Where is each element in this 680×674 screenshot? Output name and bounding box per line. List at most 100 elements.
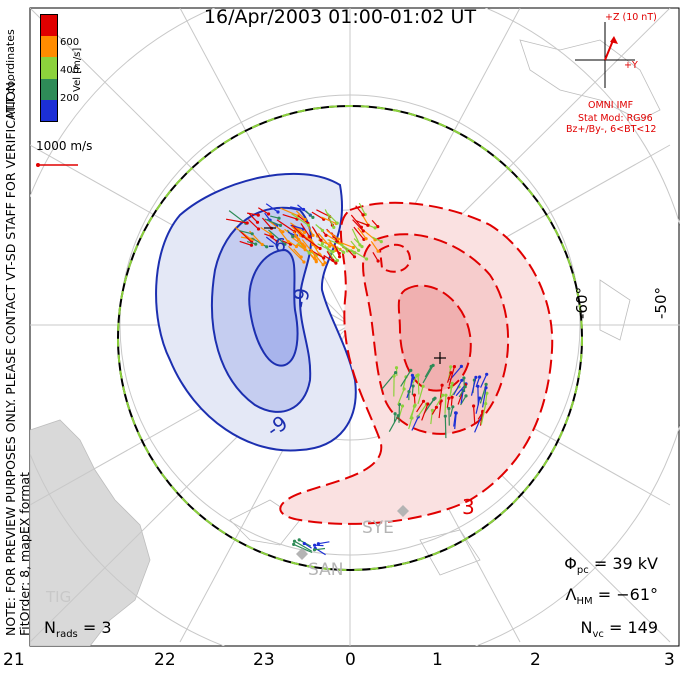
vector-line [334,245,344,253]
vector-line [238,230,253,243]
vector-line [228,210,247,224]
vector-line [323,254,337,264]
vector-line [398,405,404,417]
vector-line [444,416,447,439]
vector-line [410,375,413,386]
imf-source-label: OMNI IMF [588,100,634,111]
vector-line [352,219,364,232]
vector-line [470,377,477,396]
vector-line [282,214,298,220]
vector-line [296,243,306,251]
vector-line [372,251,379,262]
vector-line [479,411,484,426]
vector-origin [312,548,317,552]
mlt-label-3: 3 [664,650,675,670]
vector-line [416,400,425,413]
nvc-symbol: N [580,618,593,637]
vector-line [239,240,252,246]
vector-line [294,234,304,246]
vector-line [416,403,427,418]
vector-line [225,218,248,224]
vector-line [341,242,354,249]
vector-line [326,212,338,224]
vector-line [326,245,338,261]
vector-line [450,397,453,406]
vector-line [431,407,437,415]
mlt-label-1: 1 [432,650,443,670]
vector-line [326,230,339,240]
colorbar-tick: 200 [60,93,80,104]
lambda-hm-stat: ΛHM = −61° [566,585,658,607]
nvc-value: = 149 [608,618,658,637]
vector-line [453,380,463,396]
colorbar-band-1 [41,15,57,37]
vector-line [417,386,424,405]
station-label-tig: TIG [46,588,72,606]
vector-line [295,210,306,220]
vector-line [406,377,415,399]
vector-line [358,202,366,215]
vector-line [450,383,453,394]
vector-line [307,235,320,255]
vector-line [314,547,326,551]
vector-line [411,385,414,396]
vector-line [280,207,299,217]
colorbar-tick: 600 [60,37,80,48]
nrads-stat: Nrads = 3 [44,618,112,640]
vector-line [324,209,335,228]
vector-line [482,387,487,408]
vector-line [311,226,322,241]
reference-vector-dot [36,163,40,167]
nrads-value: = 3 [82,618,112,637]
vector-line [422,365,434,384]
vector-line [412,375,418,384]
vector-line [474,414,483,433]
vector-origin [316,542,320,546]
mlt-coordinates-label: MLT coordinates [4,29,17,118]
vector-line [351,228,361,246]
vector-line [268,220,284,233]
station-label-sye: SYE [362,518,394,538]
vector-line [326,250,334,261]
hmb-boundary-dash [117,105,583,571]
negative-convection-cell [155,172,357,452]
vector-line [239,230,253,235]
vector-line [251,237,268,248]
vector-line [397,388,405,406]
vector-line [449,406,454,417]
vector-line [318,541,330,545]
vector-line [257,207,269,215]
vector-line [446,398,450,408]
vector-line [347,249,355,258]
vector-line [305,210,314,218]
vector-line [246,212,259,216]
vector-line [393,413,396,423]
imf-dial [575,22,635,88]
lambda-sub: HM [576,596,593,608]
vector-line [473,405,476,425]
vector-line [371,236,382,243]
mlt-label-22: 22 [154,650,176,670]
vector-line [291,224,304,237]
preview-note-line: NOTE: FOR PREVIEW PURPOSES ONLY. PLEASE … [3,78,18,636]
phi-symbol: Φ [564,554,577,573]
vector-line [300,223,311,238]
vector-line [297,215,309,224]
imf-y-label: +Y [624,60,638,71]
station-marker-san [296,548,308,560]
vector-line [411,416,419,431]
mlt-label-21: 21 [3,650,25,670]
vector-line [446,372,452,383]
vector-line [281,240,291,245]
vector-line [288,245,305,263]
vector-line [370,240,379,252]
vector-line [308,226,314,236]
vector-line [436,394,444,407]
vector-line [293,543,313,554]
vector-line [248,219,259,230]
nrads-sub: rads [55,629,78,641]
vector-line [317,243,334,253]
preview-note: NOTE: FOR PREVIEW PURPOSES ONLY. PLEASE … [3,78,32,636]
vector-line [439,385,443,405]
vector-line [261,217,272,229]
